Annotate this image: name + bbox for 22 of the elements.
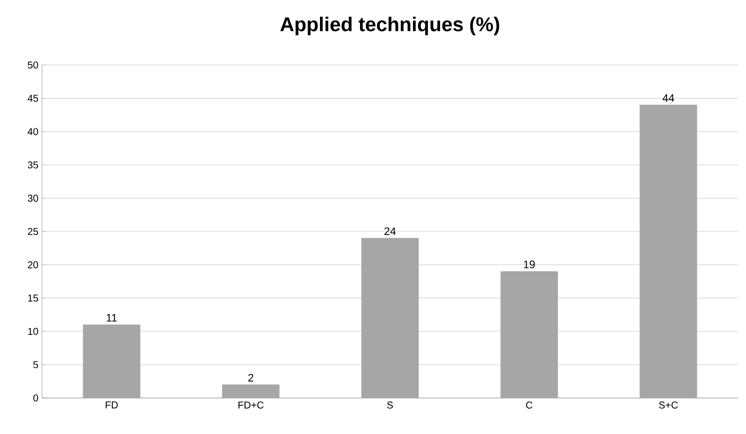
y-tick-label: 20 <box>28 261 38 268</box>
x-tick-label: C <box>526 402 532 409</box>
chart-title: Applied techniques (%) <box>280 16 500 36</box>
y-tick-label: 50 <box>28 61 38 69</box>
y-tick-label: 5 <box>33 361 38 368</box>
data-label: 2 <box>248 374 254 382</box>
x-tick-label: FD <box>106 402 118 408</box>
x-tick-label: FD+C <box>238 402 264 409</box>
data-label: 24 <box>384 227 396 235</box>
y-tick-label: 45 <box>28 94 38 102</box>
y-tick-label: 0 <box>33 394 38 402</box>
data-label: 44 <box>662 94 674 102</box>
x-tick-label: S <box>387 402 393 409</box>
x-tick-label: S+C <box>659 402 678 409</box>
y-tick-label: 35 <box>28 161 38 168</box>
data-label: 11 <box>106 314 117 322</box>
y-tick-label: 25 <box>28 228 38 236</box>
data-label: 19 <box>524 260 535 268</box>
y-tick-label: 40 <box>28 128 38 136</box>
y-tick-label: 30 <box>28 194 38 202</box>
y-tick-label: 10 <box>28 328 38 335</box>
y-tick-label: 15 <box>28 294 38 302</box>
